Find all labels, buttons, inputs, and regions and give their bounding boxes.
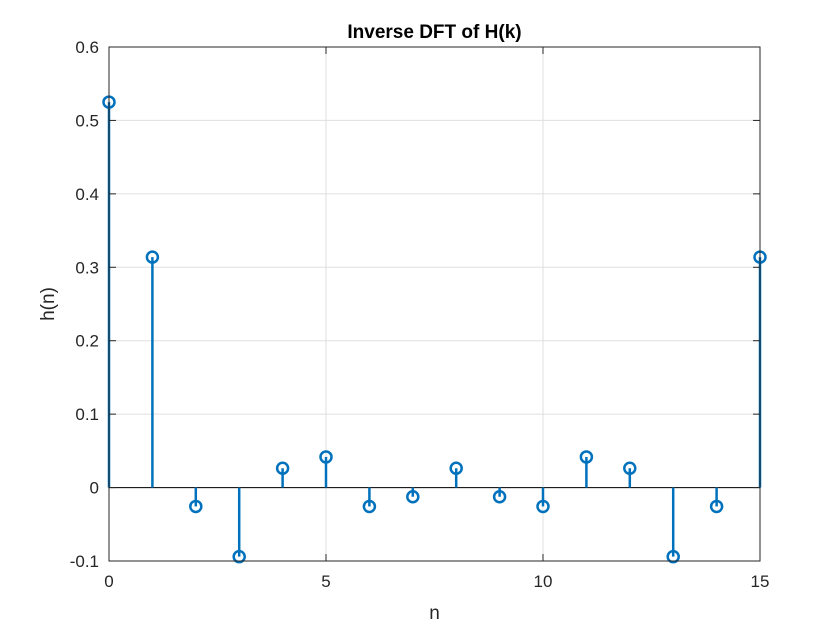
stem-marker [709,499,724,514]
y-tick-label: 0.5 [75,111,99,130]
y-tick-label: 0.4 [75,185,99,204]
y-tick-label: 0.1 [75,405,99,424]
y-tick-label: 0.3 [75,258,99,277]
x-tick-label: 15 [751,572,770,591]
stem-marker [406,490,420,504]
axes-box [108,46,761,562]
y-tick-label: 0.6 [75,38,99,57]
x-axis-label: n [429,603,440,624]
x-tick-label: 5 [321,572,330,591]
stem-marker [189,499,203,514]
plot-area [109,47,760,561]
x-tick-label: 0 [104,572,113,591]
x-tick-label: 10 [534,572,553,591]
stem-marker [666,549,680,564]
stem-marker [145,250,160,264]
stem-marker [362,499,377,514]
grid-lines [108,46,761,562]
y-tick-label: 0 [90,479,99,498]
stem-marker [579,450,594,464]
stem-marker [536,499,550,514]
stem-marker [623,461,637,476]
tick-marks [108,46,761,562]
stem-marker [449,461,463,476]
stem-marker [232,549,246,564]
stem-marker [492,490,507,504]
y-tick-label: -0.1 [70,552,99,571]
chart-title: Inverse DFT of H(k) [347,22,521,43]
stem-marker [319,450,333,464]
y-axis-label: h(n) [38,287,59,321]
stem-marker [275,461,290,476]
tick-labels: 0 5 10 15 -0.1 0 0.1 0.2 0.3 0.4 0.5 0.6 [70,38,770,591]
y-tick-label: 0.2 [75,332,99,351]
